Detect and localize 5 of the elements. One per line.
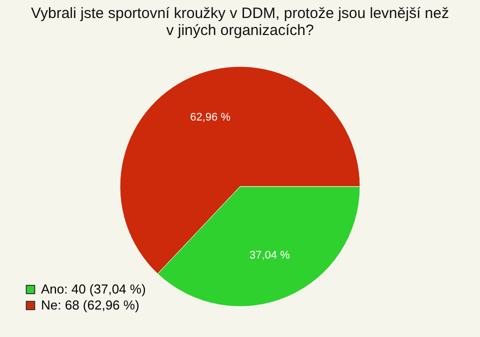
- chart-title: Vybrali jste sportovní kroužky v DDM, protože jsou levnější než v jiných organizacích?: [31, 5, 449, 39]
- data-label: 62,96 %: [190, 112, 231, 124]
- data-label: 37,04 %: [250, 249, 290, 262]
- legend-label: Ne: 68 (62,96 %): [41, 298, 140, 312]
- legend-label: Ano: 40 (37,04 %): [41, 282, 146, 296]
